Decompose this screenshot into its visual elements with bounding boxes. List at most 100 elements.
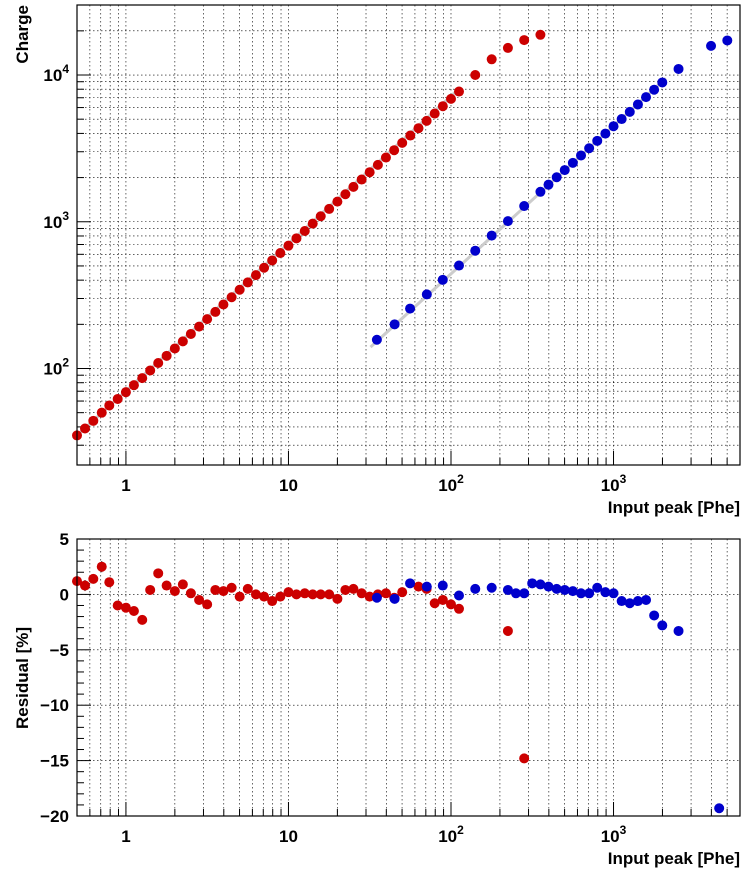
data-point [324,203,335,214]
data-point [120,387,131,398]
x-tick-label-base: 10 [601,827,620,846]
data-point [250,270,261,281]
x-tick-label-base: 10 [279,827,298,846]
data-point [234,284,245,295]
y-tick-label: −10 [40,696,69,715]
data-point [559,165,570,176]
data-point [714,803,725,814]
data-point [624,106,635,117]
data-point [371,592,382,603]
data-point [405,130,416,141]
data-point [153,568,164,579]
y-tick-label-base: −10 [40,696,69,715]
data-point [502,42,513,53]
data-point [226,292,237,303]
x-tick-label: 103 [601,823,627,846]
data-point [543,179,554,190]
data-point [453,590,464,601]
data-point [551,172,562,183]
data-point [641,92,652,103]
data-point [364,167,375,178]
y-tick-label: −5 [50,641,69,660]
data-point [177,336,188,347]
x-tick-label-exp: 2 [457,472,464,486]
y-tick-label: 102 [43,356,69,379]
y-tick-label: 0 [60,585,69,604]
data-point [112,393,123,404]
grid-lines [76,4,741,465]
data-point [632,596,643,607]
data-point [543,581,554,592]
data-point [510,588,521,599]
data-point [397,587,408,598]
data-point [567,586,578,597]
data-point [470,245,481,256]
data-point [267,596,278,607]
data-point [332,196,343,207]
data-point [389,593,400,604]
y-tick-label-base: 0 [60,585,69,604]
data-point [429,108,440,119]
series-1 [371,35,733,345]
y-tick-label-exp: 3 [62,209,69,223]
x-tick-label: 10 [279,476,298,495]
data-point [624,598,635,609]
data-point [283,587,294,598]
data-point [161,580,172,591]
data-point [413,581,424,592]
data-point [413,123,424,134]
y-tick-label: 5 [60,530,69,549]
data-point [453,603,464,614]
data-point [275,248,286,259]
data-point [641,594,652,605]
y-tick-label-base: 10 [43,360,62,379]
y-axis-title: Residual [%] [13,627,32,729]
x-tick-label: 102 [438,823,464,846]
data-point [79,580,90,591]
y-tick-label-exp: 4 [62,62,69,76]
x-tick-label-base: 10 [601,476,620,495]
data-point [332,593,343,604]
data-point [673,625,684,636]
data-point [194,321,205,332]
y-tick-label-base: −5 [50,641,69,660]
data-point [397,137,408,148]
x-axis-title: Input peak [Phe] [608,849,740,868]
data-point [649,84,660,95]
data-point [185,588,196,599]
data-point [576,150,587,161]
data-point [234,591,245,602]
data-point [120,602,131,613]
data-point [502,625,513,636]
data-point [299,588,310,599]
data-point [283,240,294,251]
data-point [307,218,318,229]
data-point [371,334,382,345]
data-point [519,753,530,764]
data-point [169,586,180,597]
y-tick-label-base: 10 [43,213,62,232]
data-point [104,400,115,411]
data-point [226,582,237,593]
data-point [177,579,188,590]
data-point [421,115,432,126]
data-point [453,260,464,271]
data-point [259,262,270,273]
data-point [421,289,432,300]
data-point [79,423,90,434]
data-point [486,582,497,593]
data-point [527,578,538,589]
data-point [145,584,156,595]
data-point [592,582,603,593]
data-point [519,588,530,599]
data-point [584,588,595,599]
data-point [584,143,595,154]
plot-frame [76,4,741,466]
data-point [104,577,115,588]
data-point [519,35,530,46]
data-point [437,594,448,605]
